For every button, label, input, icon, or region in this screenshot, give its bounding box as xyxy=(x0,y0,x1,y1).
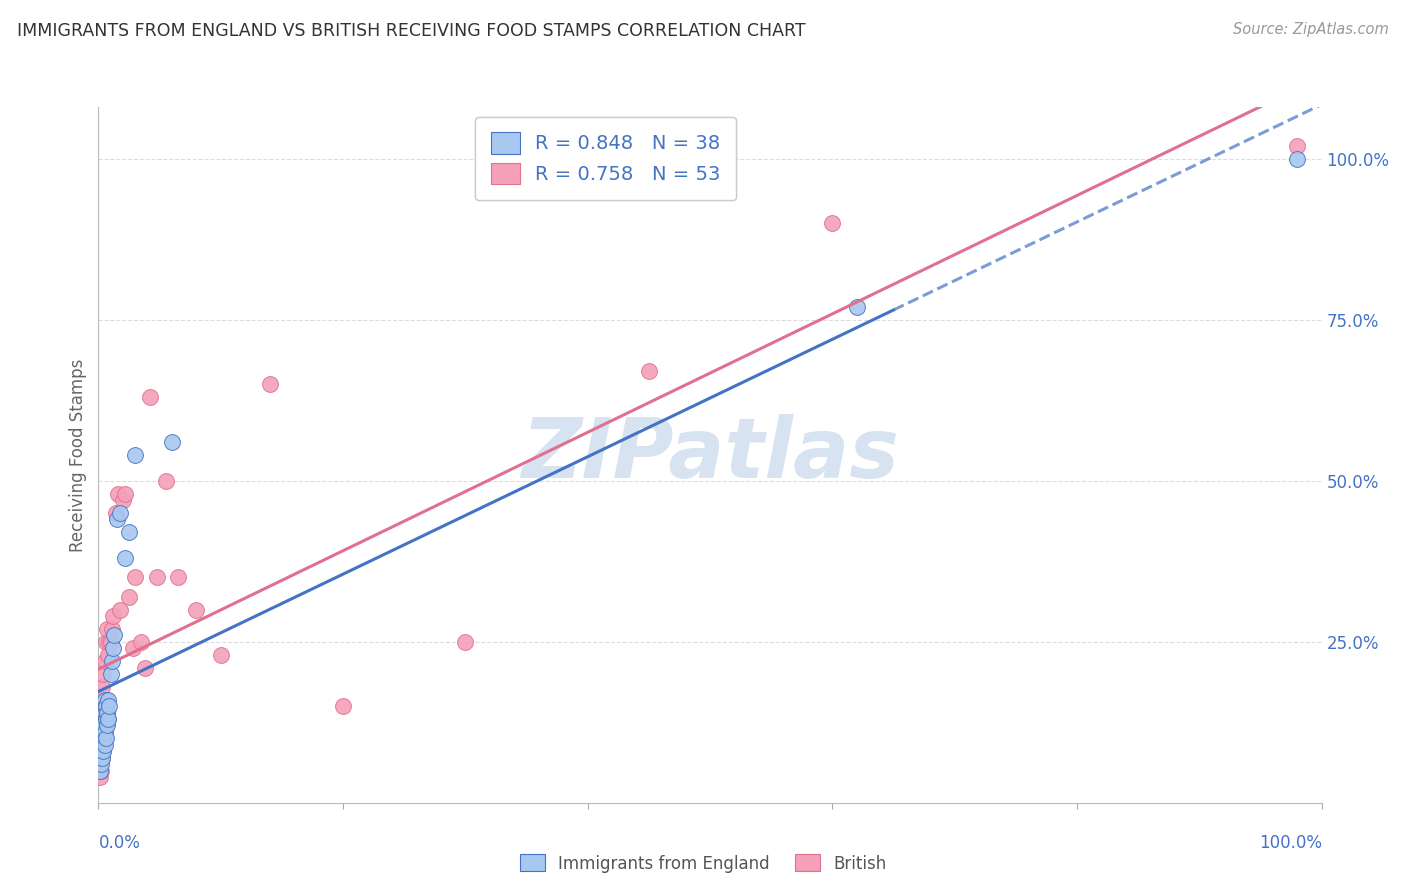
Point xyxy=(93,706,115,720)
Point xyxy=(155,474,177,488)
Point xyxy=(90,744,112,758)
Point xyxy=(97,712,120,726)
Point xyxy=(89,770,111,784)
Point xyxy=(100,667,122,681)
Point xyxy=(454,634,477,648)
Point xyxy=(93,731,115,746)
Legend: Immigrants from England, British: Immigrants from England, British xyxy=(513,847,893,880)
Point xyxy=(94,692,117,706)
Point xyxy=(89,750,111,764)
Point xyxy=(94,634,117,648)
Point xyxy=(90,744,112,758)
Point xyxy=(146,570,169,584)
Point xyxy=(124,570,146,584)
Point xyxy=(91,750,114,764)
Point xyxy=(638,364,661,378)
Point xyxy=(101,654,124,668)
Point xyxy=(89,718,111,732)
Point xyxy=(186,602,208,616)
Point xyxy=(129,634,152,648)
Point xyxy=(93,725,115,739)
Point xyxy=(93,706,115,720)
Point xyxy=(91,718,114,732)
Point xyxy=(93,738,115,752)
Point xyxy=(97,648,120,662)
Point xyxy=(91,725,114,739)
Point xyxy=(93,692,115,706)
Point xyxy=(91,738,114,752)
Point xyxy=(118,525,141,540)
Point xyxy=(1286,138,1309,153)
Point xyxy=(90,706,112,720)
Point xyxy=(91,725,114,739)
Point xyxy=(101,622,124,636)
Point xyxy=(101,609,124,624)
Point xyxy=(111,493,134,508)
Point xyxy=(90,731,112,746)
Point xyxy=(114,486,136,500)
Point xyxy=(90,757,112,772)
Point xyxy=(91,699,114,714)
Point xyxy=(94,712,117,726)
Point xyxy=(121,641,143,656)
Point xyxy=(118,590,141,604)
Point xyxy=(90,764,112,778)
Text: IMMIGRANTS FROM ENGLAND VS BRITISH RECEIVING FOOD STAMPS CORRELATION CHART: IMMIGRANTS FROM ENGLAND VS BRITISH RECEI… xyxy=(17,22,806,40)
Point xyxy=(91,718,114,732)
Point xyxy=(105,512,128,526)
Point xyxy=(94,718,117,732)
Text: 100.0%: 100.0% xyxy=(1258,834,1322,852)
Point xyxy=(89,744,111,758)
Point xyxy=(91,712,114,726)
Point xyxy=(97,712,120,726)
Point xyxy=(124,448,146,462)
Point xyxy=(90,731,112,746)
Point xyxy=(91,731,114,746)
Point xyxy=(96,622,118,636)
Point xyxy=(845,300,868,314)
Point xyxy=(167,570,190,584)
Point xyxy=(93,654,115,668)
Point xyxy=(89,757,111,772)
Point xyxy=(91,667,114,681)
Point xyxy=(821,216,844,230)
Text: 0.0%: 0.0% xyxy=(98,834,141,852)
Point xyxy=(90,718,112,732)
Point xyxy=(100,634,122,648)
Point xyxy=(96,706,118,720)
Point xyxy=(103,628,125,642)
Point xyxy=(160,435,183,450)
Point xyxy=(114,551,136,566)
Point xyxy=(91,744,114,758)
Y-axis label: Receiving Food Stamps: Receiving Food Stamps xyxy=(69,359,87,551)
Point xyxy=(1286,152,1309,166)
Point xyxy=(89,764,111,778)
Legend: R = 0.848   N = 38, R = 0.758   N = 53: R = 0.848 N = 38, R = 0.758 N = 53 xyxy=(475,117,737,200)
Point xyxy=(91,750,114,764)
Text: Source: ZipAtlas.com: Source: ZipAtlas.com xyxy=(1233,22,1389,37)
Point xyxy=(209,648,232,662)
Point xyxy=(91,744,114,758)
Point xyxy=(104,506,127,520)
Point xyxy=(98,634,121,648)
Point xyxy=(96,718,118,732)
Point xyxy=(89,744,111,758)
Point xyxy=(110,602,132,616)
Point xyxy=(91,712,114,726)
Point xyxy=(96,706,118,720)
Text: ZIPatlas: ZIPatlas xyxy=(522,415,898,495)
Point xyxy=(98,699,121,714)
Point xyxy=(110,506,132,520)
Point xyxy=(259,377,281,392)
Point xyxy=(94,699,117,714)
Point xyxy=(139,390,162,404)
Point xyxy=(101,641,124,656)
Point xyxy=(332,699,354,714)
Point xyxy=(134,660,156,674)
Point xyxy=(91,680,114,694)
Point xyxy=(94,731,117,746)
Point xyxy=(107,486,129,500)
Point xyxy=(97,692,120,706)
Point xyxy=(91,738,114,752)
